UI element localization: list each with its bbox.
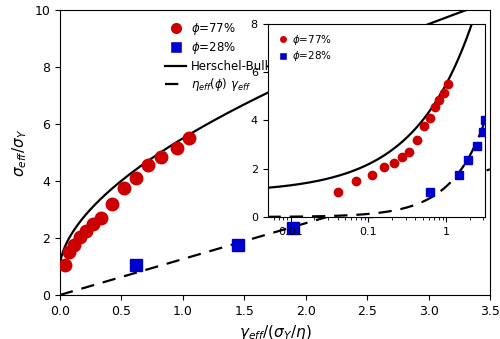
Y-axis label: $\sigma_{eff}/\sigma_Y$: $\sigma_{eff}/\sigma_Y$ — [10, 128, 29, 177]
X-axis label: $\gamma_{eff}/(\sigma_Y/\eta)$: $\gamma_{eff}/(\sigma_Y/\eta)$ — [238, 323, 312, 339]
Legend: $\phi$=77%, $\phi$=28%, Herschel-Bulkley, $\eta_{eff}(\phi)$ $\gamma_{eff}$: $\phi$=77%, $\phi$=28%, Herschel-Bulkley… — [160, 16, 295, 98]
Legend: $\phi$=77%, $\phi$=28%: $\phi$=77%, $\phi$=28% — [272, 29, 336, 67]
